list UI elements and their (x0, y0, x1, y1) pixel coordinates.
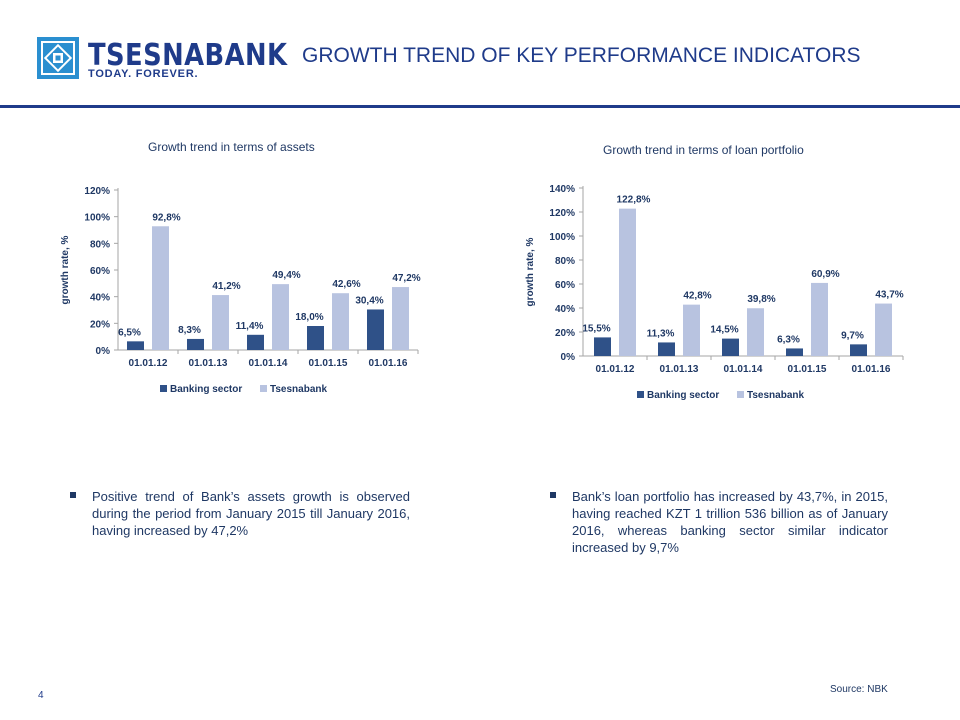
bar-tsesnabank (619, 208, 636, 356)
chart-title-assets: Growth trend in terms of assets (148, 140, 315, 154)
bar-banking-sector (594, 337, 611, 356)
data-label: 47,2% (392, 273, 420, 284)
y-tick-label: 100% (84, 213, 110, 224)
y-tick-label: 0% (561, 352, 576, 363)
bullet-assets: Positive trend of Bank’s assets growth i… (70, 488, 410, 539)
y-tick-label: 20% (90, 319, 110, 330)
y-tick-label: 120% (84, 186, 110, 197)
page-title: GROWTH TREND OF KEY PERFORMANCE INDICATO… (302, 44, 861, 67)
x-tick-label: 01.01.14 (724, 364, 763, 375)
bar-tsesnabank (875, 303, 892, 356)
source-note: Source: NBK (830, 684, 888, 695)
data-label: 60,9% (811, 269, 839, 280)
bar-tsesnabank (212, 295, 229, 350)
y-axis-title: growth rate, % (60, 235, 71, 304)
data-label: 15,5% (582, 323, 610, 334)
legend-label: Tsesnabank (747, 390, 804, 401)
x-tick-label: 01.01.13 (660, 364, 699, 375)
legend-label: Banking sector (647, 390, 719, 401)
x-tick-label: 01.01.15 (309, 358, 348, 369)
y-tick-label: 0% (96, 346, 111, 357)
data-label: 49,4% (272, 270, 300, 281)
legend-swatch (260, 385, 267, 392)
bar-tsesnabank (392, 287, 409, 350)
assets-growth-chart: 0% 20% 40% 60% 80% 100% 120% growth rate, % 01.0… (60, 186, 421, 395)
x-tick-label: 01.01.12 (596, 364, 635, 375)
y-axis-title: growth rate, % (525, 237, 536, 306)
legend-label: Banking sector (170, 384, 242, 395)
bar-tsesnabank (747, 308, 764, 356)
data-label: 11,4% (236, 321, 264, 332)
bar-tsesnabank (272, 284, 289, 350)
data-label: 11,3% (647, 328, 675, 339)
bar-tsesnabank (332, 293, 349, 350)
logo: TSESNABANK TODAY. FOREVER. (36, 36, 287, 86)
y-tick-label: 60% (555, 280, 575, 291)
x-tick-label: 01.01.16 (369, 358, 408, 369)
bar-tsesnabank (683, 304, 700, 356)
data-label: 18,0% (295, 312, 323, 323)
bullet-marker (70, 492, 76, 498)
legend-swatch (737, 391, 744, 398)
bullet-marker (550, 492, 556, 498)
y-tick-label: 140% (549, 184, 575, 195)
bar-banking-sector (127, 341, 144, 350)
bar-tsesnabank (811, 282, 828, 356)
bullet-assets-text: Positive trend of Bank’s assets growth i… (92, 489, 410, 538)
y-tick-label: 80% (555, 256, 575, 267)
data-label: 39,8% (747, 294, 775, 305)
data-label: 8,3% (178, 325, 201, 336)
bar-banking-sector (187, 338, 204, 350)
logo-emblem-icon (37, 37, 79, 79)
bullet-loan-portfolio-text: Bank’s loan portfolio has increased by 4… (572, 489, 888, 555)
legend-swatch (637, 391, 644, 398)
data-label: 6,3% (777, 334, 800, 345)
data-label: 42,6% (332, 279, 360, 290)
bar-banking-sector (850, 344, 867, 356)
page-number: 4 (38, 690, 44, 701)
bar-banking-sector (247, 334, 264, 350)
y-tick-label: 20% (555, 328, 575, 339)
x-tick-label: 01.01.16 (852, 364, 891, 375)
y-tick-label: 120% (549, 208, 575, 219)
y-tick-label: 60% (90, 266, 110, 277)
x-tick-label: 01.01.15 (788, 364, 827, 375)
bar-banking-sector (722, 338, 739, 356)
data-label: 14,5% (710, 325, 738, 336)
bar-banking-sector (307, 326, 324, 350)
y-tick-label: 80% (90, 239, 110, 250)
bar-banking-sector (786, 348, 803, 356)
bullet-loan-portfolio: Bank’s loan portfolio has increased by 4… (550, 488, 888, 556)
data-label: 42,8% (683, 291, 711, 302)
header-divider (0, 105, 960, 108)
bar-tsesnabank (152, 226, 169, 350)
data-label: 6,5% (118, 327, 141, 338)
logo-name: TSESNABANK (88, 38, 288, 73)
legend-swatch (160, 385, 167, 392)
data-label: 41,2% (212, 281, 240, 292)
loan-portfolio-growth-chart: 0% 20% 40% 60% 80% 100% 120% 140% growth rate, %… (525, 184, 904, 401)
legend-label: Tsesnabank (270, 384, 327, 395)
y-tick-label: 40% (555, 304, 575, 315)
data-label: 43,7% (875, 290, 903, 301)
x-tick-label: 01.01.14 (249, 358, 288, 369)
chart-title-loan-portfolio: Growth trend in terms of loan portfolio (603, 143, 804, 157)
logo-tagline: TODAY. FOREVER. (88, 68, 199, 80)
data-label: 9,7% (841, 330, 864, 341)
bar-banking-sector (658, 342, 675, 356)
data-label: 92,8% (152, 212, 180, 223)
data-label: 122,8% (617, 195, 651, 206)
x-tick-label: 01.01.13 (189, 358, 228, 369)
bar-banking-sector (367, 309, 384, 350)
y-tick-label: 40% (90, 293, 110, 304)
x-tick-label: 01.01.12 (129, 358, 168, 369)
data-label: 30,4% (355, 295, 383, 306)
y-tick-label: 100% (549, 232, 575, 243)
